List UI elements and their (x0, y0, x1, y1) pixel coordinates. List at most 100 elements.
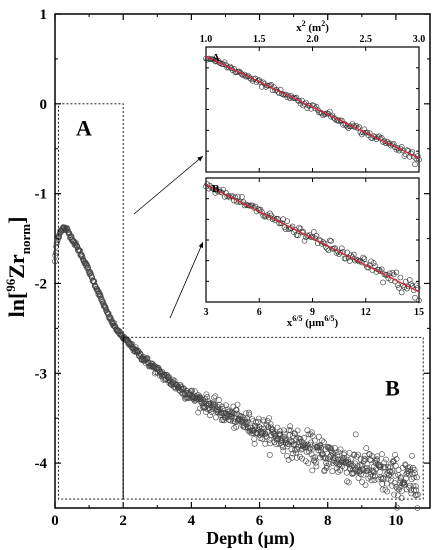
data-point (255, 415, 262, 422)
data-point (195, 409, 202, 416)
x-tick-label: 4 (188, 513, 196, 529)
inset-x-tick-label: 2.0 (306, 34, 319, 45)
inset-b-x-label-part: ) (335, 317, 339, 329)
data-point (313, 459, 319, 466)
y-tick-label: 0 (40, 97, 48, 113)
data-point (416, 156, 422, 163)
inset-panel-label: A (212, 52, 220, 64)
data-point (382, 272, 389, 278)
data-point (358, 471, 364, 478)
data-point (313, 463, 320, 470)
data-point (243, 201, 249, 208)
data-point (315, 433, 322, 440)
data-point (316, 442, 323, 449)
inset-b-x-label-part: 6/5 (324, 314, 334, 323)
inset-a-frame (205, 46, 420, 173)
data-point (210, 401, 217, 407)
data-point (355, 451, 361, 458)
data-point (337, 446, 344, 453)
inset-a-x-label-part: x (296, 22, 302, 34)
data-point (296, 224, 303, 231)
data-point (219, 189, 225, 196)
data-point (233, 407, 240, 413)
data-point (262, 440, 269, 447)
data-point (360, 458, 367, 465)
inset-a-x-label-part: 2 (321, 19, 325, 28)
data-point (410, 482, 417, 489)
data-point (361, 455, 368, 462)
data-point (361, 256, 368, 262)
data-point (303, 448, 310, 455)
data-point (410, 474, 417, 481)
data-point (90, 278, 97, 285)
data-point (209, 401, 216, 408)
data-point (180, 385, 186, 392)
data-point (346, 258, 353, 264)
fit-line (205, 55, 420, 159)
zoom-arrows (133, 155, 204, 319)
inset-b-x-label-part: 6/5 (292, 314, 302, 323)
data-point (401, 481, 408, 488)
data-point (382, 486, 389, 493)
data-point (371, 469, 377, 476)
data-point (226, 408, 233, 415)
data-point (287, 423, 294, 430)
data-point (57, 229, 64, 235)
data-point (305, 431, 312, 438)
inset-b-x-label-part: (μm (303, 317, 325, 329)
data-point (311, 457, 317, 464)
data-point (389, 467, 396, 474)
data-point (297, 225, 304, 232)
data-point (212, 190, 219, 196)
arrow-b (169, 241, 204, 319)
data-point (392, 462, 399, 469)
data-point (356, 258, 362, 265)
data-point (297, 436, 304, 442)
data-point (329, 449, 335, 456)
inset-x-tick-label: 3.0 (413, 34, 426, 45)
data-point (298, 446, 305, 453)
data-point (272, 435, 279, 442)
data-point (340, 451, 347, 458)
data-point (293, 454, 300, 461)
data-point (283, 91, 289, 98)
inset-a-x-label-part: (m (306, 22, 322, 34)
data-point (341, 454, 348, 461)
region-box-b (122, 336, 424, 500)
data-point (220, 61, 227, 67)
data-point (381, 459, 388, 466)
inset-b-frame (205, 177, 420, 303)
data-point (308, 451, 315, 458)
inset-x-tick-label: 1.5 (253, 34, 266, 45)
x-tick-label: 8 (324, 513, 332, 529)
data-point (381, 271, 388, 278)
data-point (280, 448, 287, 454)
y-tick-label: -1 (35, 187, 48, 203)
data-point (197, 394, 204, 401)
data-point (208, 402, 215, 409)
data-point (349, 470, 356, 477)
inset-x-tick-label: 9 (310, 307, 315, 318)
data-point (350, 251, 357, 258)
data-point (358, 131, 365, 138)
data-point (219, 403, 226, 410)
data-point (228, 409, 235, 416)
data-point (395, 466, 402, 473)
data-point (267, 440, 274, 447)
data-point (225, 64, 232, 71)
data-point (282, 435, 289, 442)
data-point (414, 505, 421, 511)
data-point (398, 488, 405, 494)
data-point (352, 431, 359, 438)
data-point (364, 461, 371, 468)
data-point (73, 239, 79, 246)
data-point (324, 462, 330, 469)
data-point (75, 246, 82, 253)
data-point (306, 445, 313, 452)
y-tick-label: -3 (35, 366, 48, 382)
data-point (52, 249, 59, 256)
data-point (406, 464, 413, 470)
data-point (310, 229, 317, 235)
